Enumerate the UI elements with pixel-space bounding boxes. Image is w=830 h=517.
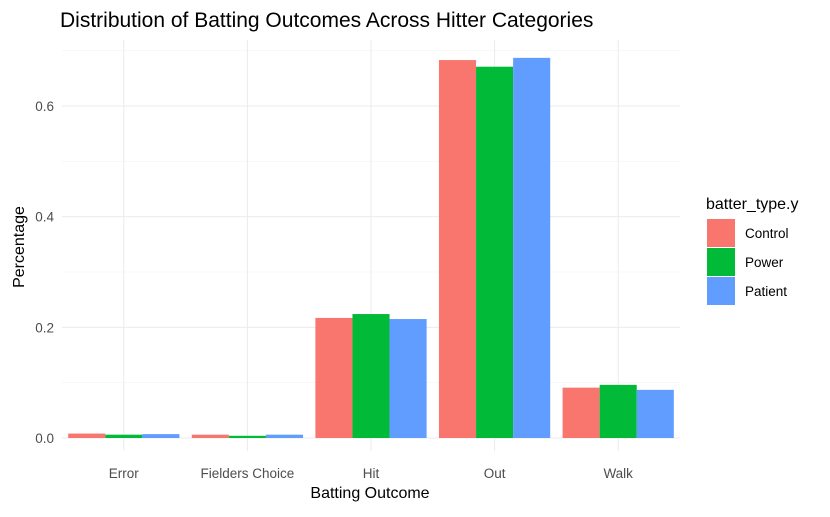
bar-power-fielders-choice <box>228 435 266 438</box>
bar-power-out <box>476 66 514 439</box>
legend-label-patient: Patient <box>745 284 787 299</box>
bar-power-hit <box>352 314 390 438</box>
x-tick-label: Out <box>484 466 506 481</box>
legend-key-power <box>707 248 735 276</box>
bar-patient-hit <box>389 319 427 438</box>
y-axis-ticks: 0.0 0.2 0.4 0.6 <box>35 99 54 446</box>
y-tick-label: 0.0 <box>35 431 54 446</box>
x-tick-label: Walk <box>603 466 633 481</box>
y-tick-label: 0.2 <box>35 320 54 335</box>
bar-control-hit <box>315 317 353 438</box>
bar-control-out <box>438 60 477 438</box>
legend-items: Control Power Patient <box>707 219 789 305</box>
x-tick-label: Hit <box>363 466 380 481</box>
x-tick-label: Error <box>109 466 140 481</box>
legend-label-control: Control <box>745 226 789 241</box>
legend-label-power: Power <box>745 255 784 270</box>
legend-title: batter_type.y <box>706 196 799 213</box>
bar-control-error <box>68 433 106 438</box>
bar-power-error <box>105 434 143 438</box>
legend-key-patient <box>707 277 735 305</box>
x-axis-title: Batting Outcome <box>310 485 429 502</box>
bars <box>68 57 674 439</box>
legend-key-control <box>707 219 735 247</box>
y-tick-label: 0.6 <box>35 99 54 114</box>
bar-patient-out <box>513 57 551 439</box>
bar-patient-walk <box>636 389 674 438</box>
legend: batter_type.y Control Power Patient <box>706 196 799 305</box>
bar-control-fielders-choice <box>191 434 229 438</box>
bar-patient-error <box>142 434 180 438</box>
y-tick-label: 0.4 <box>35 210 54 225</box>
chart-title: Distribution of Batting Outcomes Across … <box>60 9 593 32</box>
bar-power-walk <box>599 384 637 438</box>
bar-control-walk <box>562 387 600 438</box>
bar-patient-fielders-choice <box>265 434 304 438</box>
y-axis-title: Percentage <box>11 206 28 288</box>
x-tick-label: Fielders Choice <box>201 466 295 481</box>
x-axis-ticks: Error Fielders Choice Hit Out Walk <box>109 466 633 481</box>
